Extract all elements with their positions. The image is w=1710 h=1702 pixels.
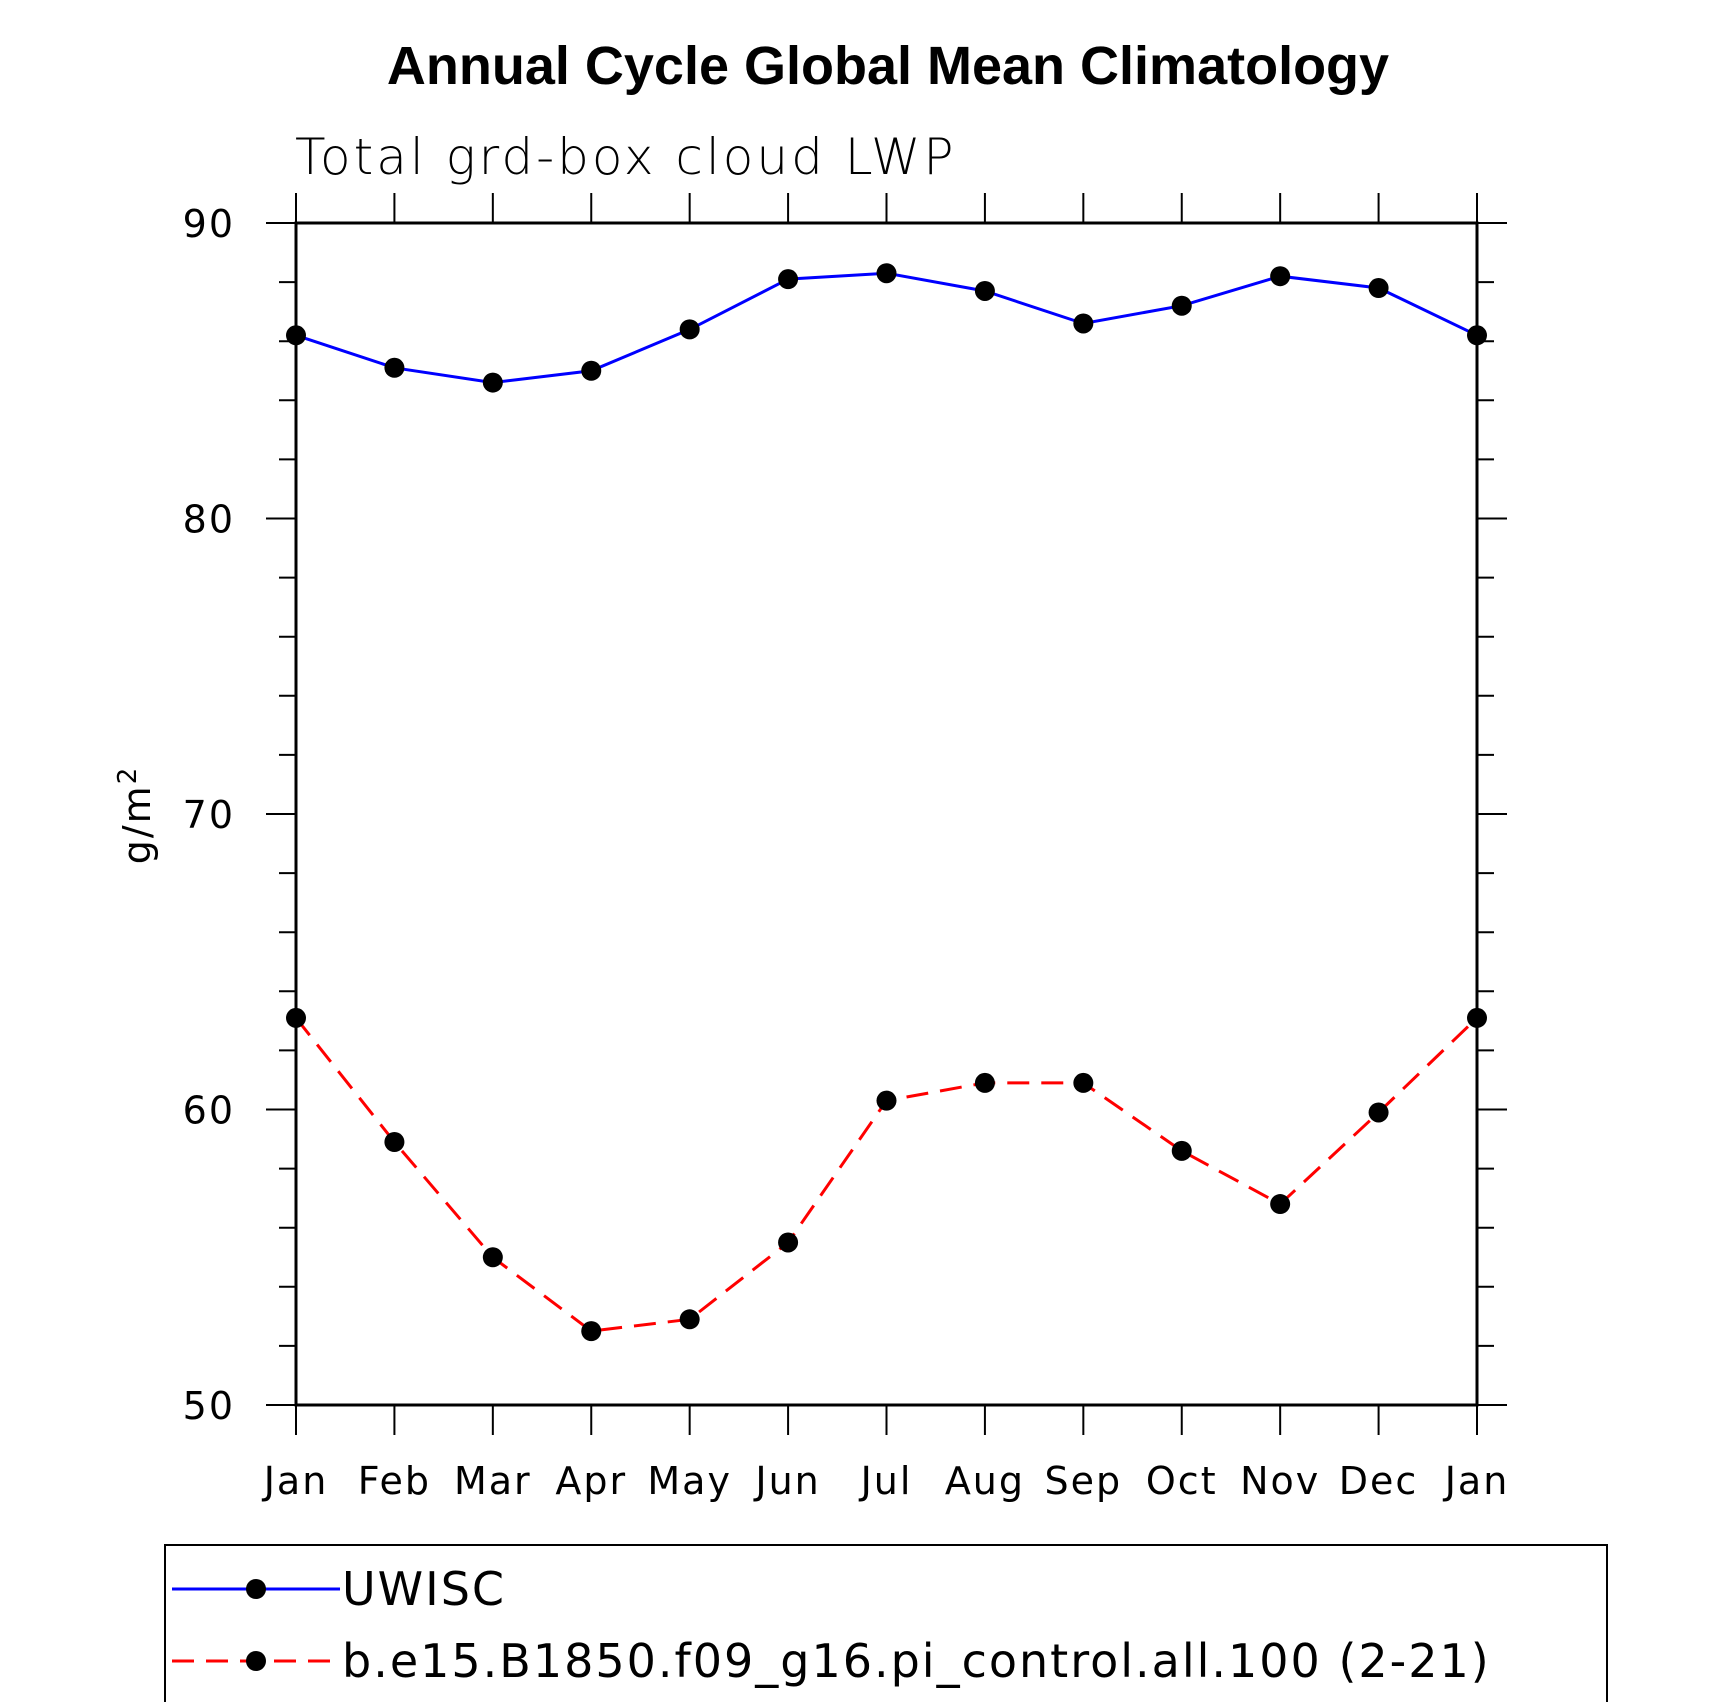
series-1-point: [384, 1132, 405, 1153]
y-tick-label: 80: [183, 498, 235, 542]
chart-subtitle: Total grd-box cloud LWP: [295, 128, 957, 186]
chart-title: Annual Cycle Global Mean Climatology: [387, 36, 1389, 96]
legend-label-model: b.e15.B1850.f09_g16.pi_control.all.100 (…: [342, 1634, 1491, 1688]
x-tick-label: Nov: [1240, 1459, 1320, 1503]
x-tick-label: Jul: [859, 1459, 913, 1503]
series-0-point: [1171, 295, 1192, 316]
series-1-point: [286, 1007, 306, 1028]
y-tick-label: 70: [183, 793, 235, 837]
x-tick-label: Mar: [454, 1459, 532, 1503]
x-tick-label: Oct: [1146, 1459, 1218, 1503]
series-0-point: [286, 325, 306, 346]
legend: UWISC b.e15.B1850.f09_g16.pi_control.all…: [164, 1544, 1608, 1702]
series-0-point: [482, 372, 503, 393]
series-1-point: [1467, 1007, 1487, 1028]
x-tick-label: Sep: [1045, 1459, 1123, 1503]
plot-frame: [294, 221, 1479, 1407]
y-axis-label-superscript: 2: [113, 766, 143, 785]
legend-label-uwisc: UWISC: [342, 1562, 506, 1616]
series-1-point: [1270, 1194, 1291, 1215]
x-ticks: Jan Feb Mar Apr May Jun Jul Aug Sep Oct Nov Dec Jan: [262, 193, 1510, 1503]
series-0-point: [778, 269, 799, 290]
x-tick-label: Jun: [753, 1459, 820, 1503]
series-0-point: [876, 263, 897, 284]
x-tick-label: Apr: [555, 1459, 627, 1503]
legend-marker-uwisc: [246, 1579, 266, 1599]
legend-marker-model: [246, 1651, 266, 1671]
y-tick-label: 60: [183, 1089, 235, 1133]
x-tick-label: May: [647, 1459, 732, 1503]
y-axis-label: g/m2: [113, 766, 159, 865]
series-1-point: [778, 1232, 799, 1253]
legend-box: [164, 1544, 1608, 1702]
series-0-point: [1467, 325, 1487, 346]
series-line-1: [294, 1016, 1479, 1333]
series-1-point: [876, 1090, 897, 1111]
series-0-point: [581, 360, 602, 381]
series-1-point: [1368, 1102, 1389, 1123]
y-axis-label-unit: g/m: [115, 784, 159, 864]
y-tick-label: 90: [183, 202, 235, 246]
series-0-point: [1073, 313, 1094, 334]
series-0-point: [384, 357, 405, 378]
series-1-point: [1171, 1140, 1192, 1161]
y-tick-label: 50: [183, 1384, 235, 1428]
axes: 50 60 70 80 90 Jan Feb Mar Apr May Jun Jul Aug Sep Oc…: [183, 193, 1510, 1503]
series-layer: [286, 263, 1487, 1342]
x-tick-label: Feb: [358, 1459, 431, 1503]
x-tick-label: Jan: [262, 1459, 329, 1503]
series-1-point: [974, 1072, 995, 1093]
x-tick-label: Aug: [945, 1459, 1025, 1503]
y-ticks: 50 60 70 80 90: [183, 202, 1507, 1428]
x-tick-label: Jan: [1443, 1459, 1510, 1503]
series-1-point: [1073, 1072, 1094, 1093]
series-0-point: [1270, 266, 1291, 287]
series-0-point: [679, 319, 700, 340]
series-line-0: [295, 271, 1478, 385]
series-1-point: [482, 1247, 503, 1268]
series-0-point: [1368, 278, 1389, 299]
x-tick-label: Dec: [1339, 1459, 1419, 1503]
series-1-point: [679, 1309, 700, 1330]
series-1-point: [581, 1321, 602, 1342]
series-0-point: [974, 280, 995, 301]
